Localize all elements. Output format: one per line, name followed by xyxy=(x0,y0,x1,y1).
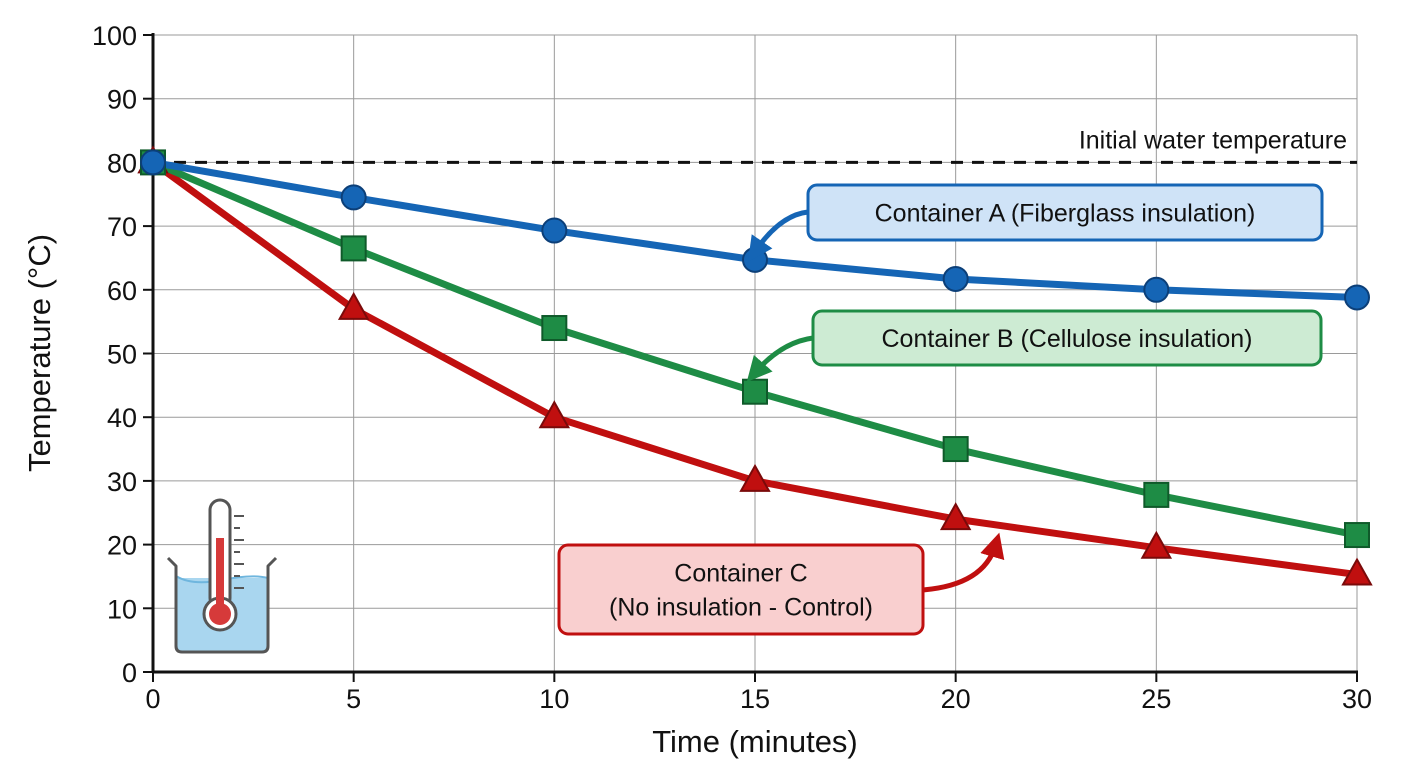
thermometer-in-beaker-icon xyxy=(166,498,278,654)
data-point-triangle xyxy=(939,502,972,531)
callout-box xyxy=(806,183,1324,242)
data-point-circle xyxy=(942,265,969,292)
y-tick-label: 100 xyxy=(92,21,137,51)
data-point-circle xyxy=(1143,276,1170,303)
data-point-circle xyxy=(340,184,367,211)
y-tick-label: 20 xyxy=(107,531,137,561)
tick-labels: 0 10 20 30 40 50 60 70 80 90 100 0 5 10 15 20 25 30 xyxy=(92,21,1372,714)
callout-box xyxy=(557,543,925,636)
data-point-triangle xyxy=(1341,557,1373,586)
callout-label: Container A (Fiberglass insulation) xyxy=(875,200,1256,228)
callout-label: (No insulation - Control) xyxy=(609,594,873,622)
y-tick-label: 50 xyxy=(107,340,137,370)
data-point-circle xyxy=(541,217,568,244)
callout-1: Container B (Cellulose insulation) xyxy=(746,309,1323,382)
y-tick-label: 90 xyxy=(107,85,137,115)
data-point-square xyxy=(340,235,367,262)
data-point-triangle xyxy=(1140,530,1173,559)
callout-0: Container A (Fiberglass insulation) xyxy=(747,183,1324,262)
data-point-triangle xyxy=(337,291,370,320)
x-tick-label: 15 xyxy=(740,684,770,714)
callout-arrow xyxy=(747,209,809,262)
callout-box xyxy=(811,309,1323,367)
data-point-square xyxy=(1143,481,1170,508)
reference-line-group: Initial water temperature xyxy=(153,126,1357,164)
data-point-circle xyxy=(1344,284,1370,311)
y-tick-label: 30 xyxy=(107,467,137,497)
x-tick-label: 20 xyxy=(941,684,971,714)
x-tick-label: 5 xyxy=(346,684,361,714)
y-tick-label: 40 xyxy=(107,403,137,433)
callout-arrow xyxy=(922,532,1005,593)
axes xyxy=(143,33,1358,682)
x-axis-title: Time (minutes) xyxy=(652,724,858,759)
x-tick-label: 30 xyxy=(1342,684,1372,714)
y-tick-label: 80 xyxy=(107,148,137,178)
y-tick-label: 60 xyxy=(107,276,137,306)
data-point-square xyxy=(942,436,969,463)
reference-line-label: Initial water temperature xyxy=(1079,126,1347,154)
callout-2: Container C (No insulation - Control) xyxy=(557,532,1005,636)
x-tick-label: 0 xyxy=(145,684,160,714)
data-point-triangle xyxy=(739,463,771,492)
y-axis-title: Temperature (°C) xyxy=(22,234,57,472)
x-tick-label: 25 xyxy=(1141,684,1171,714)
callout-arrow xyxy=(746,335,814,382)
callouts: Container A (Fiberglass insulation) Conta… xyxy=(557,183,1324,636)
data-point-square xyxy=(541,315,568,342)
data-point-circle xyxy=(140,149,166,176)
callout-label: Container C xyxy=(674,560,807,588)
data-point-triangle xyxy=(538,400,571,429)
y-tick-label: 0 xyxy=(122,658,137,688)
callout-label: Container B (Cellulose insulation) xyxy=(881,325,1252,353)
data-point-square xyxy=(742,378,768,405)
data-point-square xyxy=(1344,522,1370,549)
y-tick-label: 10 xyxy=(107,594,137,624)
x-tick-label: 10 xyxy=(539,684,569,714)
y-tick-label: 70 xyxy=(107,212,137,242)
